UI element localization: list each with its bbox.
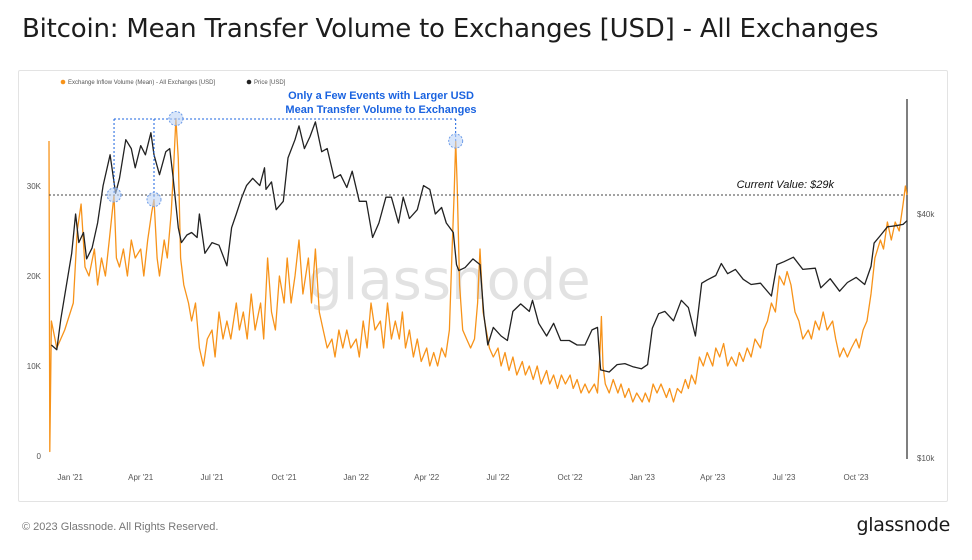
x-tick-label: Apr '23 [700, 473, 726, 482]
glassnode-watermark: glassnode [307, 248, 591, 313]
y-left-tick-label: 30K [27, 182, 42, 191]
x-tick-label: Oct '21 [272, 473, 298, 482]
price-series-line [50, 121, 908, 373]
glassnode-logo: glassnode [856, 514, 951, 536]
x-tick-label: Oct '22 [558, 473, 584, 482]
highlight-marker [106, 187, 122, 203]
x-tick-label: Jan '21 [57, 473, 83, 482]
y-right-tick-label: $10k [917, 454, 935, 463]
x-tick-label: Jul '22 [487, 473, 510, 482]
legend-swatch-inflow [60, 79, 66, 85]
x-tick-label: Jul '21 [201, 473, 224, 482]
chart-svg: glassnode Jan '21 Apr '21 Jul '21 Oct '21 Ja… [27, 79, 935, 482]
x-tick-label: Jan '22 [343, 473, 369, 482]
annotation-line-2: Mean Transfer Volume to Exchanges [285, 104, 476, 116]
legend-label-price: Price [USD] [254, 80, 286, 86]
x-tick-label: Apr '21 [128, 473, 154, 482]
x-tick-label: Apr '22 [414, 473, 440, 482]
inflow-series-line [48, 117, 908, 453]
x-tick-label: Jan '23 [629, 473, 655, 482]
highlight-marker [448, 133, 464, 149]
legend-swatch-price [246, 79, 252, 85]
x-tick-label: Jul '23 [773, 473, 796, 482]
chart-card: glassnode Jan '21 Apr '21 Jul '21 Oct '21 Ja… [18, 70, 948, 502]
y-left-tick-label: 20K [27, 272, 42, 281]
highlight-marker [146, 192, 162, 207]
highlight-marker [168, 111, 184, 126]
x-tick-label: Oct '23 [844, 473, 870, 482]
legend-label-inflow: Exchange Inflow Volume (Mean) - All Exch… [68, 80, 215, 86]
current-value-label: Current Value: $29k [737, 179, 835, 191]
y-left-tick-label: 0 [37, 452, 42, 461]
y-left-tick-label: 10K [27, 362, 42, 371]
page-title: Bitcoin: Mean Transfer Volume to Exchang… [22, 14, 879, 44]
y-right-tick-label: $40k [917, 210, 935, 219]
annotation-line-1: Only a Few Events with Larger USD [288, 90, 474, 102]
footer-copyright: © 2023 Glassnode. All Rights Reserved. [22, 521, 219, 533]
